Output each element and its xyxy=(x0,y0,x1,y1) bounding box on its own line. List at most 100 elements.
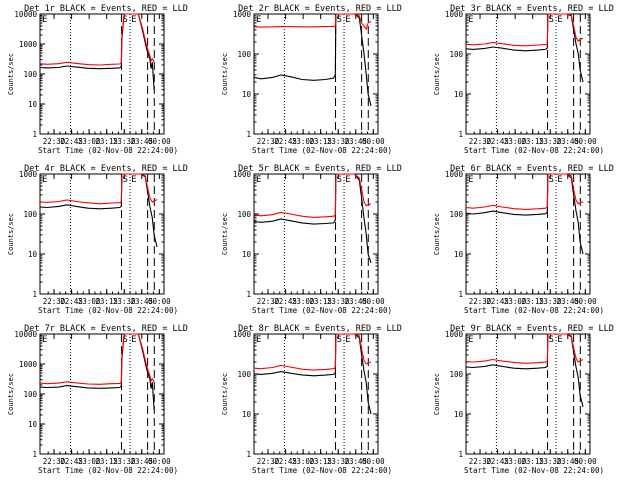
corner-marker: E xyxy=(256,175,261,185)
corner-marker: E xyxy=(468,335,473,345)
x-tick-label: 23:30 xyxy=(327,457,350,466)
chart-title: Det 5r BLACK = Events, RED = LLD xyxy=(238,164,402,174)
series-events xyxy=(253,13,372,107)
y-tick-label: 1 xyxy=(32,130,37,139)
x-tick-label: 23:00 xyxy=(78,297,101,306)
plot-frame xyxy=(465,173,591,295)
x-tick-label: 00:00 xyxy=(574,137,597,146)
x-tick-label: 23:45 xyxy=(556,137,579,146)
y-axis-label: Counts/sec xyxy=(221,53,229,95)
panel-det-9: Det 9r BLACK = Events, RED = LLD 1 10 100 10… xyxy=(433,324,614,475)
x-tick-label: 00:00 xyxy=(362,457,385,466)
y-tick-label: 10 xyxy=(28,100,38,109)
plot-frame xyxy=(39,173,165,295)
y-tick-label: 100 xyxy=(449,370,463,379)
y-axis-label: Counts/sec xyxy=(7,53,15,95)
marker-label-e: E xyxy=(557,15,562,25)
series-lld xyxy=(465,333,584,364)
x-tick-label: 23:45 xyxy=(344,457,367,466)
x-tick-label: 23:15 xyxy=(309,137,332,146)
y-tick-label: 1 xyxy=(246,450,251,459)
corner-marker: E xyxy=(42,335,47,345)
x-tick-label: 23:30 xyxy=(113,297,136,306)
corner-marker: E xyxy=(256,15,261,25)
y-axis-label: Counts/sec xyxy=(221,213,229,255)
y-tick-label: 100 xyxy=(23,390,37,399)
y-tick-label: 1000 xyxy=(19,360,38,369)
series-events xyxy=(39,13,155,90)
y-tick-label: 1 xyxy=(246,130,251,139)
y-tick-label: 10 xyxy=(454,410,464,419)
series-lld xyxy=(39,13,155,66)
series-lld xyxy=(465,173,584,210)
series-lld xyxy=(39,173,158,205)
x-tick-label: 23:45 xyxy=(556,457,579,466)
y-tick-label: 10 xyxy=(454,250,464,259)
x-tick-label: 00:00 xyxy=(362,137,385,146)
y-tick-label: 1 xyxy=(32,290,37,299)
x-tick-label: 23:30 xyxy=(539,297,562,306)
panel-det-3: Det 3r BLACK = Events, RED = LLD 1 10 100 10… xyxy=(433,4,614,155)
x-tick-label: 23:15 xyxy=(309,457,332,466)
x-tick-label: 23:00 xyxy=(504,457,527,466)
marker-label-s: S xyxy=(549,175,554,185)
x-tick-label: 23:00 xyxy=(504,137,527,146)
x-tick-label: 23:30 xyxy=(113,137,136,146)
y-tick-label: 1000 xyxy=(233,10,252,19)
plot-frame xyxy=(39,13,165,135)
x-tick-label: 23:00 xyxy=(78,137,101,146)
x-tick-label: 23:15 xyxy=(95,457,118,466)
y-axis-label: Counts/sec xyxy=(433,213,441,255)
x-tick-label: 22:30 xyxy=(257,137,280,146)
x-tick-label: 00:00 xyxy=(362,297,385,306)
y-axis-label: Counts/sec xyxy=(433,373,441,415)
x-tick-label: 00:00 xyxy=(148,297,171,306)
x-tick-label: 23:00 xyxy=(78,457,101,466)
panel-det-6: Det 6r BLACK = Events, RED = LLD 1 10 100 10… xyxy=(433,164,614,315)
marker-label-e: E xyxy=(131,335,136,345)
chart-title: Det 2r BLACK = Events, RED = LLD xyxy=(238,4,402,14)
y-axis-label: Counts/sec xyxy=(221,373,229,415)
marker-label-s: S xyxy=(549,15,554,25)
x-tick-label: 23:30 xyxy=(113,457,136,466)
x-tick-label: 22:45 xyxy=(486,297,509,306)
x-tick-label: 00:00 xyxy=(148,137,171,146)
x-tick-label: 23:15 xyxy=(521,457,544,466)
y-tick-label: 10 xyxy=(242,410,252,419)
x-axis-label: Start Time (02-Nov-08 22:24:00) xyxy=(252,306,392,315)
marker-label-e: E xyxy=(345,335,350,345)
x-tick-label: 22:30 xyxy=(469,137,492,146)
x-tick-label: 22:30 xyxy=(257,457,280,466)
y-tick-label: 100 xyxy=(237,370,251,379)
series-events xyxy=(253,173,372,264)
y-tick-label: 1 xyxy=(458,450,463,459)
marker-label-s: S xyxy=(123,175,128,185)
y-tick-label: 1000 xyxy=(233,330,252,339)
y-tick-label: 1 xyxy=(458,290,463,299)
chart-title: Det 4r BLACK = Events, RED = LLD xyxy=(24,164,188,174)
plot-frame xyxy=(253,13,379,135)
panel-det-4: Det 4r BLACK = Events, RED = LLD 1 10 100 10… xyxy=(7,164,188,315)
x-tick-label: 23:45 xyxy=(344,297,367,306)
x-tick-label: 23:45 xyxy=(344,137,367,146)
x-tick-label: 22:30 xyxy=(43,297,66,306)
x-tick-label: 23:30 xyxy=(539,137,562,146)
panel-det-2: Det 2r BLACK = Events, RED = LLD 1 10 100 10… xyxy=(221,4,402,155)
x-tick-label: 23:45 xyxy=(130,297,153,306)
y-tick-label: 1000 xyxy=(445,170,464,179)
marker-label-e: E xyxy=(131,175,136,185)
x-tick-label: 23:15 xyxy=(95,297,118,306)
x-axis-label: Start Time (02-Nov-08 22:24:00) xyxy=(38,146,178,155)
chart-title: Det 7r BLACK = Events, RED = LLD xyxy=(24,324,188,334)
y-tick-label: 10000 xyxy=(14,330,37,339)
marker-label-s: S xyxy=(123,335,128,345)
y-tick-label: 100 xyxy=(449,210,463,219)
series-lld xyxy=(253,13,372,31)
series-events xyxy=(465,333,584,408)
corner-marker: E xyxy=(42,15,47,25)
x-tick-label: 22:30 xyxy=(469,457,492,466)
x-tick-label: 22:30 xyxy=(469,297,492,306)
x-tick-label: 22:45 xyxy=(486,137,509,146)
x-tick-label: 23:30 xyxy=(327,297,350,306)
x-tick-label: 22:30 xyxy=(43,457,66,466)
